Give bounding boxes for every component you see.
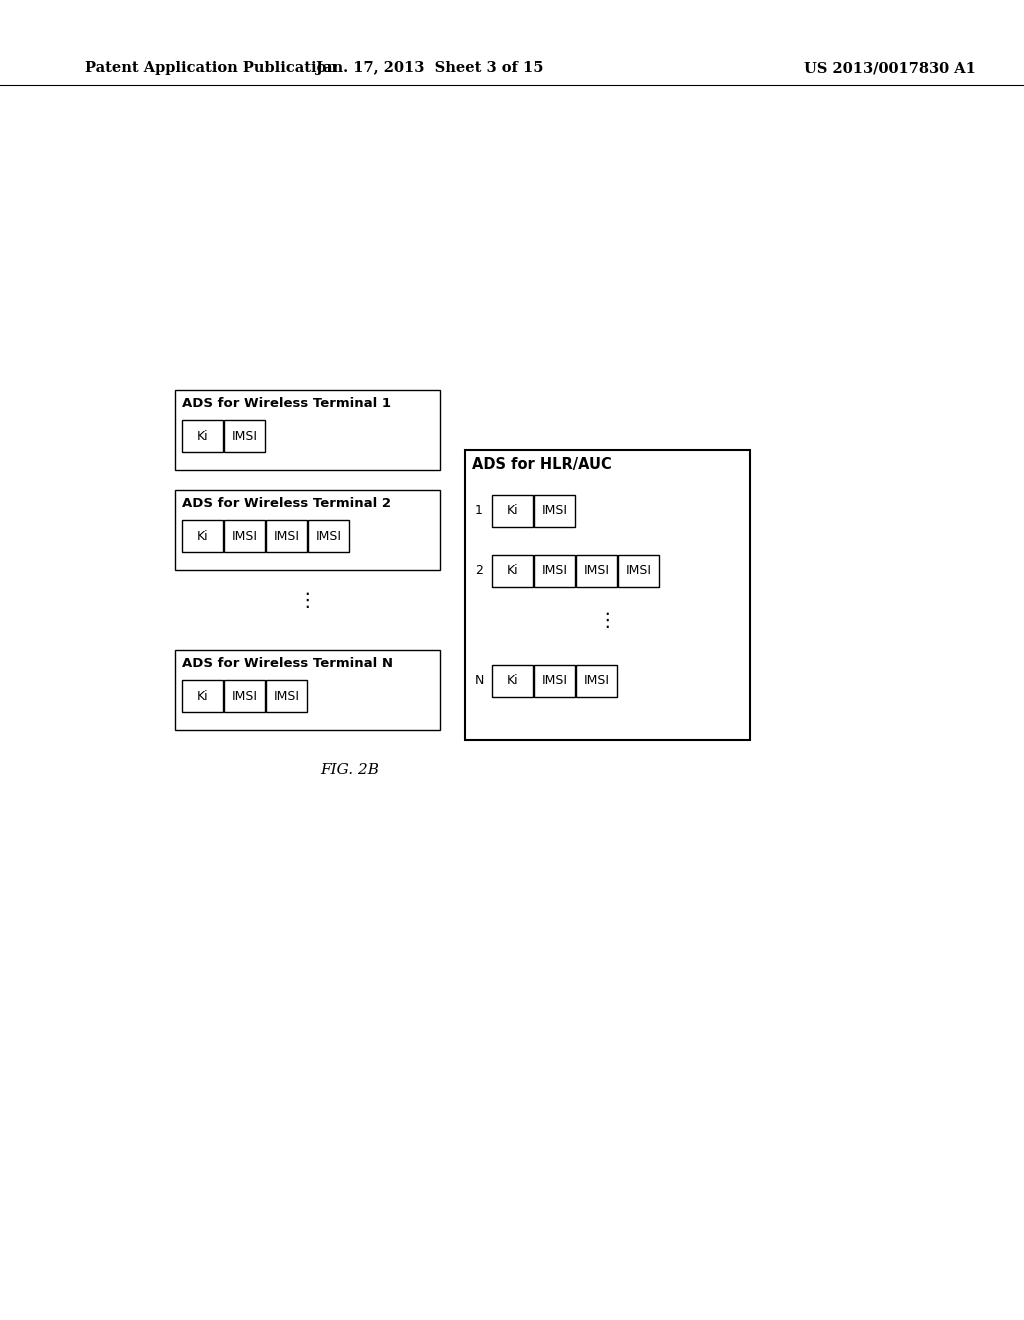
Bar bbox=[465, 450, 750, 741]
Text: Patent Application Publication: Patent Application Publication bbox=[85, 61, 337, 75]
Bar bbox=[618, 554, 659, 587]
Text: Ki: Ki bbox=[507, 504, 518, 517]
Bar bbox=[224, 680, 265, 711]
Bar bbox=[175, 389, 440, 470]
Bar bbox=[175, 649, 440, 730]
Bar bbox=[492, 495, 534, 527]
Text: IMSI: IMSI bbox=[626, 565, 651, 578]
Text: 2: 2 bbox=[475, 565, 483, 578]
Text: ADS for Wireless Terminal N: ADS for Wireless Terminal N bbox=[182, 657, 393, 671]
Text: Jan. 17, 2013  Sheet 3 of 15: Jan. 17, 2013 Sheet 3 of 15 bbox=[316, 61, 544, 75]
Bar bbox=[266, 520, 307, 552]
Bar bbox=[266, 680, 307, 711]
Text: ADS for HLR/AUC: ADS for HLR/AUC bbox=[472, 457, 611, 473]
Bar bbox=[575, 554, 617, 587]
Text: IMSI: IMSI bbox=[273, 529, 299, 543]
Bar bbox=[175, 490, 440, 570]
Text: Ki: Ki bbox=[197, 689, 208, 702]
Bar bbox=[182, 520, 223, 552]
Bar bbox=[182, 680, 223, 711]
Bar bbox=[534, 554, 575, 587]
Bar bbox=[575, 665, 617, 697]
Text: Ki: Ki bbox=[507, 675, 518, 688]
Bar bbox=[224, 520, 265, 552]
Text: ⋮: ⋮ bbox=[598, 610, 617, 630]
Text: IMSI: IMSI bbox=[542, 504, 567, 517]
Text: IMSI: IMSI bbox=[231, 529, 257, 543]
Bar bbox=[224, 420, 265, 451]
Text: ADS for Wireless Terminal 2: ADS for Wireless Terminal 2 bbox=[182, 498, 391, 510]
Text: IMSI: IMSI bbox=[231, 429, 257, 442]
Text: IMSI: IMSI bbox=[584, 675, 609, 688]
Text: IMSI: IMSI bbox=[542, 565, 567, 578]
Text: FIG. 2B: FIG. 2B bbox=[321, 763, 380, 777]
Bar bbox=[534, 495, 575, 527]
Text: Ki: Ki bbox=[507, 565, 518, 578]
Text: US 2013/0017830 A1: US 2013/0017830 A1 bbox=[804, 61, 976, 75]
Text: ADS for Wireless Terminal 1: ADS for Wireless Terminal 1 bbox=[182, 397, 391, 411]
Bar bbox=[492, 554, 534, 587]
Text: Ki: Ki bbox=[197, 429, 208, 442]
Bar bbox=[492, 665, 534, 697]
Bar bbox=[534, 665, 575, 697]
Text: IMSI: IMSI bbox=[315, 529, 341, 543]
Text: IMSI: IMSI bbox=[231, 689, 257, 702]
Text: ⋮: ⋮ bbox=[298, 590, 317, 610]
Text: IMSI: IMSI bbox=[542, 675, 567, 688]
Bar bbox=[182, 420, 223, 451]
Text: IMSI: IMSI bbox=[273, 689, 299, 702]
Text: N: N bbox=[474, 675, 483, 688]
Text: Ki: Ki bbox=[197, 529, 208, 543]
Bar bbox=[308, 520, 349, 552]
Text: 1: 1 bbox=[475, 504, 483, 517]
Text: IMSI: IMSI bbox=[584, 565, 609, 578]
